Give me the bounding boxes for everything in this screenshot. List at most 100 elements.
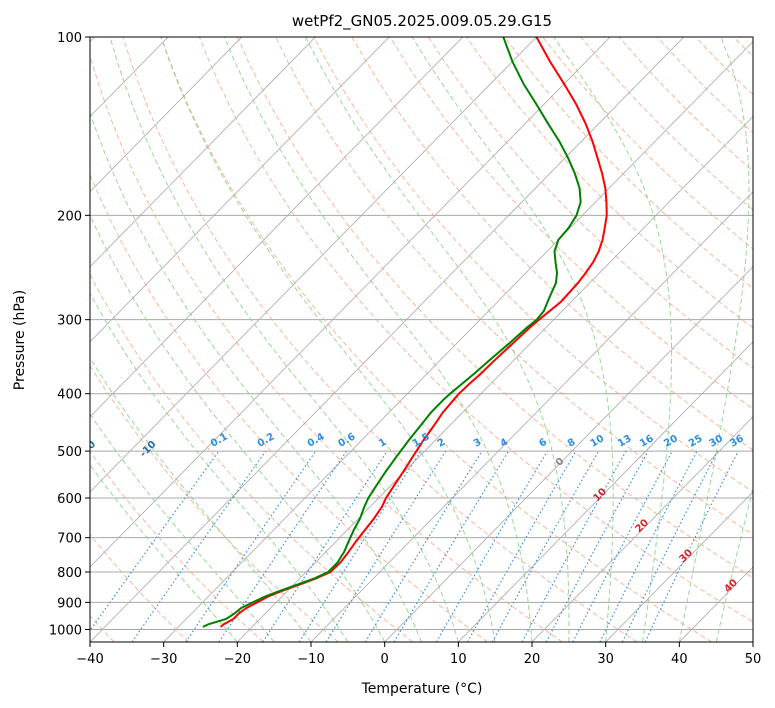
x-tick-label: −20: [224, 652, 251, 667]
x-tick-label: 10: [450, 652, 467, 667]
chart-grid: [90, 37, 775, 642]
isotherm-line: [90, 37, 464, 418]
dry-adiabat-line: [313, 37, 753, 493]
mixing-ratio-line: [435, 450, 548, 642]
dry-adiabat-line: [389, 37, 753, 410]
x-tick-label: 0: [381, 652, 389, 667]
mixing-ratio-line: [131, 450, 267, 642]
isotherm-line: [752, 641, 753, 642]
mixing-ratio-label: 4: [499, 437, 511, 450]
mixing-ratio-label: 0.6: [337, 431, 358, 449]
y-tick-label: 600: [57, 492, 82, 507]
y-tick-label: 300: [57, 314, 82, 329]
mixing-ratio-label: 2: [436, 437, 448, 450]
mixing-ratio-label: 10: [589, 433, 607, 450]
moist-adiabat-line: [678, 37, 750, 642]
x-tick-label: 40: [671, 652, 688, 667]
moist-adiabat-label: 30: [677, 547, 695, 565]
moist-adiabat-line: [90, 413, 275, 642]
mixing-ratio-line: [621, 450, 719, 642]
isotherm-line: [90, 37, 316, 268]
dry-adiabat-line: [90, 273, 414, 642]
y-tick-label: 500: [57, 445, 82, 460]
isotherm-line: [458, 341, 753, 642]
mixing-ratio-line: [572, 450, 673, 642]
mixing-ratio-line: [185, 450, 317, 642]
y-tick-label: 200: [57, 209, 82, 224]
isotherm-line: [90, 37, 537, 493]
y-tick-label: 1000: [49, 623, 82, 638]
dry-adiabat-line: [275, 37, 753, 536]
moist-adiabat-line: [223, 37, 533, 642]
mixing-ratio-label: 3: [472, 437, 484, 450]
moist-adiabat-line: [90, 213, 386, 642]
isotherm-line: [531, 416, 753, 642]
moist-adiabat-line: [109, 37, 459, 642]
y-tick-label: 800: [57, 566, 82, 581]
dry-adiabat-line: [733, 37, 753, 58]
mixing-ratio-line: [521, 450, 627, 642]
x-axis: −40 −30 −20 −10 0 10 20 30 40 50: [76, 642, 761, 667]
dry-adiabat-line: [504, 37, 753, 289]
sounding-line-2: [202, 37, 582, 628]
moist-adiabat-line: [160, 37, 496, 642]
dry-adiabat-label: -30: [17, 439, 38, 460]
plot-frame: [89, 36, 754, 643]
moist-adiabat-line: [553, 37, 673, 642]
mixing-ratio-line: [466, 450, 577, 642]
dry-adiabat-label: -10: [138, 439, 159, 460]
mixing-ratio-label: 30: [708, 433, 726, 450]
mixing-ratio-label: 20: [662, 433, 680, 450]
isotherm-line: [90, 37, 611, 568]
dry-adiabat-line: [694, 37, 753, 96]
chart-annotations: 0.10.20.40.611.52346810131620253036-100-…: [17, 431, 746, 595]
isotherm-line: [605, 491, 753, 642]
y-tick-label: 400: [57, 388, 82, 403]
dry-adiabat-line: [90, 364, 339, 642]
mixing-ratio-line: [491, 450, 600, 642]
mixing-ratio-label: 0.1: [209, 431, 230, 449]
mixing-ratio-line: [364, 450, 483, 642]
dry-adiabat-line: [90, 53, 563, 642]
dry-adiabat-line: [90, 450, 264, 642]
mixing-ratio-label: 16: [638, 433, 656, 450]
mixing-ratio-line: [262, 450, 388, 642]
y-axis-label: Pressure (hPa): [12, 290, 28, 390]
dry-adiabat-label: -20: [78, 439, 99, 460]
x-tick-label: −30: [150, 652, 177, 667]
mixing-ratio-line: [90, 450, 220, 632]
x-tick-label: −40: [76, 652, 103, 667]
isotherm-line: [679, 566, 753, 642]
isotherm-line: [163, 40, 753, 642]
dry-adiabat-line: [160, 37, 712, 642]
dry-adiabat-line: [90, 173, 488, 642]
dry-adiabat-line: [90, 533, 190, 642]
moist-adiabat-line: [715, 486, 753, 642]
mixing-ratio-label: 13: [616, 433, 634, 450]
mixing-ratio-label: 36: [728, 433, 746, 450]
moist-adiabat-line: [305, 37, 570, 642]
dry-adiabat-line: [427, 37, 753, 369]
mixing-ratio-label: 0.2: [256, 431, 277, 449]
x-tick-label: 50: [745, 652, 762, 667]
isotherm-line: [90, 37, 390, 343]
x-tick-label: −10: [297, 652, 324, 667]
dry-adiabat-line: [580, 37, 753, 211]
mixing-ratio-label: 0.4: [306, 431, 327, 449]
isotherm-line: [90, 37, 685, 642]
dry-adiabat-line: [198, 37, 753, 623]
moist-adiabat-line: [90, 111, 422, 642]
dry-adiabat-line: [542, 37, 753, 250]
moist-adiabat-line: [411, 37, 614, 642]
dry-adiabat-line: [351, 37, 753, 451]
dry-adiabat-line: [122, 37, 638, 642]
x-tick-label: 30: [597, 652, 614, 667]
mixing-ratio-label: 25: [687, 433, 705, 450]
moist-adiabat-line: [90, 463, 238, 642]
mixing-ratio-line: [545, 450, 649, 642]
mixing-ratio-label: 8: [566, 437, 578, 450]
isotherm-line: [384, 266, 753, 642]
moist-adiabat-label: 10: [591, 486, 609, 504]
dry-adiabat-line: [772, 37, 775, 642]
mixing-ratio-line: [325, 450, 447, 642]
